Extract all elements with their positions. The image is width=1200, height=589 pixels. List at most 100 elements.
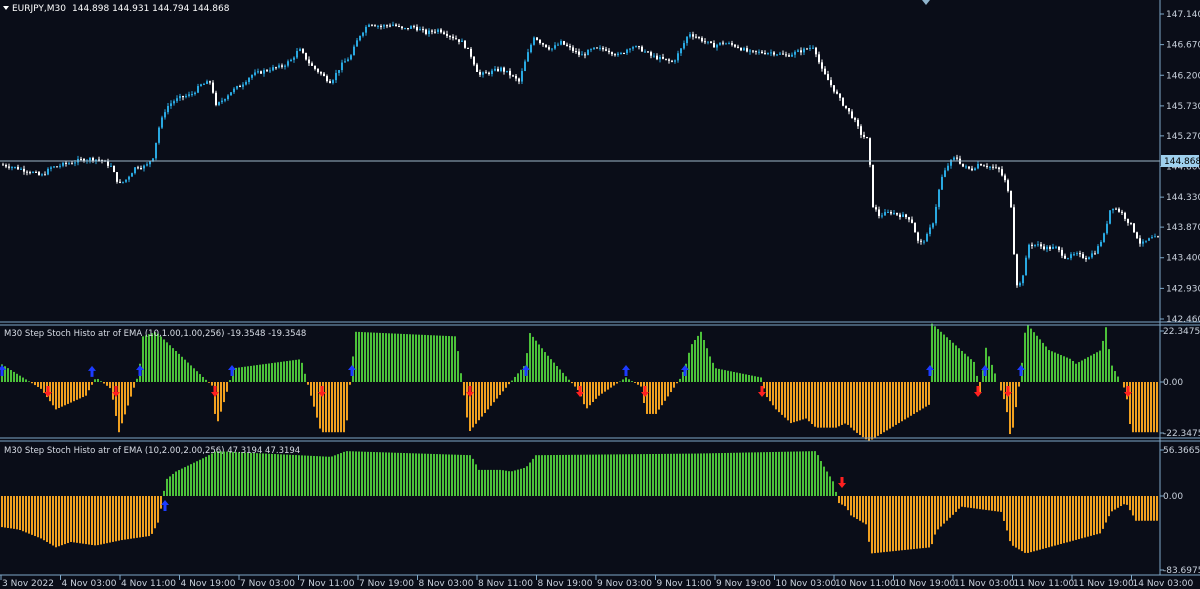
time-tick-label: 3 Nov 2022: [2, 579, 54, 589]
candle-body: [98, 159, 100, 161]
histogram1-bar: [976, 375, 978, 382]
candle-body: [980, 163, 982, 166]
histogram1-bar: [61, 382, 63, 407]
candle-body: [305, 52, 307, 60]
histogram1-bar: [805, 382, 807, 419]
histogram1-bar: [814, 382, 816, 427]
histogram1-bar: [898, 382, 900, 424]
histogram2-bar: [673, 453, 675, 496]
candle-body: [1016, 254, 1018, 286]
indicator2-histogram[interactable]: [1, 451, 1158, 554]
histogram2-bar: [241, 452, 243, 496]
candle-body: [692, 34, 694, 37]
histogram1-bar: [349, 382, 351, 385]
histogram1-bar: [400, 333, 402, 382]
candle-body: [1034, 244, 1036, 246]
histogram1-bar: [604, 382, 606, 392]
histogram2-bar: [445, 454, 447, 496]
candle-body: [995, 167, 997, 169]
histogram1-bar: [343, 382, 345, 433]
time-axis[interactable]: 3 Nov 2022 4 Nov 03:00 4 Nov 11:00 4 Nov 19…: [0, 575, 1193, 589]
candle-body: [863, 134, 865, 137]
candle-body: [1070, 254, 1072, 259]
candle-body: [791, 54, 793, 57]
buy-arrow-icon: [681, 365, 689, 376]
candle-body: [191, 94, 193, 96]
candle-body: [797, 50, 799, 52]
histogram1-bar: [67, 382, 69, 404]
histogram2-bar: [127, 496, 129, 540]
candle-body: [374, 25, 376, 27]
histogram1-bar: [928, 382, 930, 405]
candle-body: [1031, 244, 1033, 246]
candle-body: [458, 39, 460, 42]
histogram1-bar: [277, 362, 279, 382]
histogram1-bar: [82, 382, 84, 398]
histogram1-bar: [1042, 342, 1044, 382]
price-tick-label: 144.800: [1166, 163, 1200, 173]
price-tick-label: 146.670: [1166, 41, 1200, 51]
candle-body: [761, 51, 763, 54]
histogram1-bar: [115, 382, 117, 416]
histogram1-bar: [1144, 382, 1146, 433]
histogram2-bar: [1126, 496, 1128, 505]
histogram1-bar: [94, 379, 96, 382]
histogram1-bar: [784, 382, 786, 418]
histogram1-bar: [487, 382, 489, 410]
candle-body: [833, 85, 835, 92]
histogram1-bar: [856, 382, 858, 433]
candle-body: [443, 32, 445, 34]
candle-body: [812, 47, 814, 49]
candle-body: [515, 75, 517, 79]
candle-body: [272, 67, 274, 71]
symbol-timeframe: EURJPY,M30: [12, 4, 66, 14]
price-candles[interactable]: [2, 21, 1159, 288]
histogram1-bar: [298, 359, 300, 382]
histogram2-bar: [1063, 496, 1065, 544]
histogram1-bar: [988, 356, 990, 382]
histogram2-bar: [502, 470, 504, 496]
candle-body: [311, 63, 313, 66]
candle-body: [572, 47, 574, 52]
candle-body: [56, 166, 58, 168]
price-tick-label: 143.400: [1166, 254, 1200, 264]
histogram2-bar: [376, 452, 378, 496]
histogram2-bar: [313, 455, 315, 496]
histogram1-bar: [25, 379, 27, 382]
histogram1-bar: [496, 382, 498, 399]
histogram2-bar: [568, 454, 570, 496]
chart-shift-marker-icon[interactable]: [922, 0, 930, 5]
buy-arrow-icon: [0, 365, 6, 376]
histogram2-bar: [1114, 496, 1116, 510]
histogram2-bar: [793, 451, 795, 496]
candle-body: [341, 62, 343, 71]
histogram1-bar: [43, 382, 45, 393]
histogram2-bar: [514, 470, 516, 496]
histogram2-bar: [820, 461, 822, 496]
histogram2-bar: [757, 452, 759, 496]
chevron-down-icon[interactable]: [3, 6, 9, 10]
histogram1-bar: [151, 333, 153, 382]
histogram2-bar: [385, 452, 387, 496]
candle-body: [164, 112, 166, 118]
histogram2-bar: [910, 496, 912, 550]
candle-body: [575, 51, 577, 53]
histogram1-bar: [589, 382, 591, 406]
histogram1-bar: [361, 332, 363, 382]
sell-arrow-icon: [466, 386, 474, 397]
histogram2-bar: [427, 453, 429, 496]
histogram1-bar: [703, 340, 705, 382]
histogram2-bar: [499, 469, 501, 496]
candle-body: [974, 168, 976, 171]
histogram2-bar: [751, 452, 753, 496]
histogram1-bar: [742, 373, 744, 382]
histogram2-bar: [1117, 496, 1119, 508]
candle-body: [1130, 222, 1132, 224]
sell-arrow-icon: [112, 386, 120, 397]
histogram2-bar: [1132, 496, 1134, 516]
histogram1-bar: [310, 382, 312, 396]
price-axis[interactable]: 147.140 146.670 146.200 145.730 145.270 144.8…: [1160, 10, 1200, 325]
candle-body: [41, 174, 43, 176]
indicator1-histogram[interactable]: [1, 323, 1158, 442]
